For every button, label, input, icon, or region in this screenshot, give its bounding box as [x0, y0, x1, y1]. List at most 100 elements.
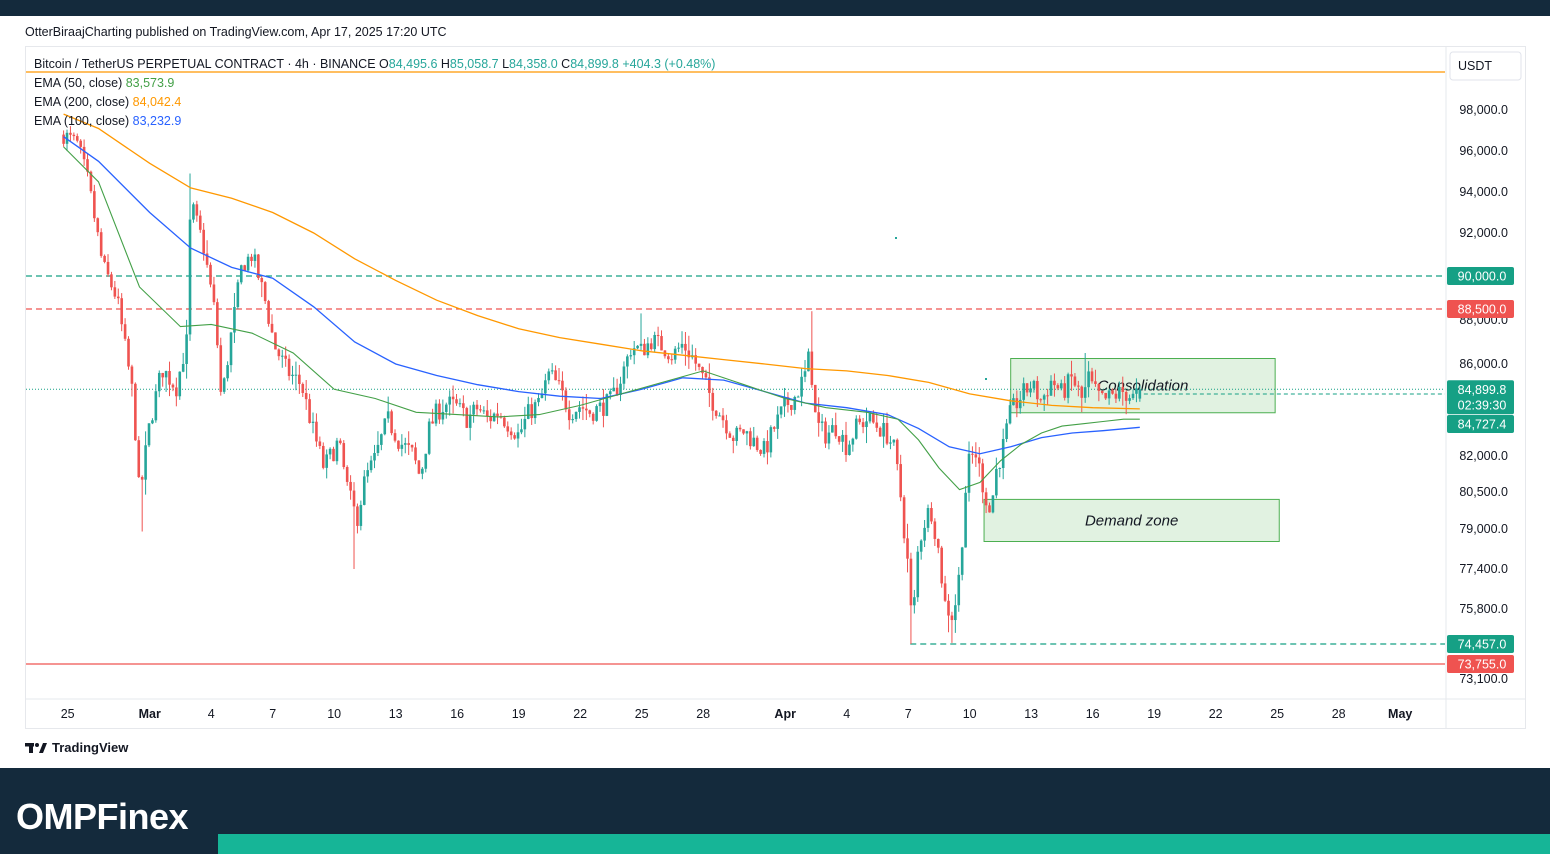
- ema-legend-value: 83,232.9: [133, 114, 182, 128]
- footer-accent-bar: [218, 834, 1550, 854]
- candle-body: [161, 372, 164, 378]
- x-tick-label: 22: [1209, 707, 1223, 721]
- candle-body: [660, 336, 663, 351]
- candle-body: [899, 464, 902, 498]
- candle-body: [86, 159, 89, 172]
- x-tick-label: May: [1388, 707, 1412, 721]
- x-tick-label: 25: [61, 707, 75, 721]
- x-tick-label: 13: [1024, 707, 1038, 721]
- candle-body: [766, 441, 769, 453]
- candle-body: [335, 440, 339, 462]
- candle-body: [643, 343, 646, 356]
- candle-body: [503, 417, 506, 427]
- candle-body: [140, 477, 144, 480]
- candle-body: [868, 413, 872, 422]
- candle-body: [1063, 383, 1066, 398]
- candle-body: [513, 435, 516, 439]
- candle-body: [110, 274, 113, 288]
- candle-body: [701, 366, 704, 374]
- candle-body: [386, 411, 390, 419]
- candle-body: [1070, 374, 1073, 377]
- candle-body: [1049, 380, 1053, 396]
- x-tick-label: 16: [1086, 707, 1100, 721]
- ohlc-l-label: L: [502, 57, 509, 71]
- candle-body: [506, 426, 510, 432]
- candle-body: [246, 256, 250, 271]
- candle-body: [759, 449, 762, 454]
- candle-body: [913, 597, 916, 606]
- candle-body: [1083, 387, 1087, 398]
- candle-body: [923, 527, 926, 541]
- candle-body: [977, 457, 981, 464]
- candle-body: [752, 437, 756, 447]
- candle-body: [421, 468, 424, 474]
- candle-body: [1008, 405, 1012, 424]
- ohlc-change: +404.3 (+0.48%): [622, 57, 715, 71]
- candle-body: [468, 414, 472, 428]
- tradingview-logo-icon: [25, 742, 47, 753]
- x-tick-label: 22: [573, 707, 587, 721]
- candle-body: [725, 420, 728, 434]
- candle-body: [550, 370, 554, 372]
- candle-body: [930, 508, 933, 522]
- zone-label: Demand zone: [1085, 512, 1178, 529]
- candle-body: [1066, 374, 1070, 398]
- candle-body: [226, 365, 229, 379]
- candle-body: [817, 412, 820, 423]
- candle-body: [571, 419, 574, 421]
- candle-body: [260, 278, 264, 283]
- candle-body: [694, 355, 697, 364]
- candles-group: [62, 126, 1142, 644]
- candle-body: [472, 404, 475, 415]
- candle-body: [444, 404, 448, 412]
- ema-legend-row: EMA (50, close) 83,573.9: [34, 76, 174, 90]
- candle-body: [841, 434, 844, 442]
- candle-body: [971, 453, 974, 455]
- candle-body: [557, 380, 561, 382]
- candle-body: [796, 396, 800, 398]
- chart-legend: Bitcoin / TetherUS PERPETUAL CONTRACT · …: [34, 57, 715, 128]
- candle-body: [154, 391, 158, 421]
- candle-body: [639, 343, 643, 346]
- candle-body: [882, 422, 885, 437]
- candle-body: [116, 296, 120, 299]
- candle-body: [134, 383, 137, 441]
- candle-body: [332, 448, 335, 462]
- candle-body: [619, 383, 622, 395]
- candle-body: [270, 323, 274, 333]
- candle-body: [147, 423, 151, 446]
- symbol-legend: Bitcoin / TetherUS PERPETUAL CONTRACT · …: [34, 57, 715, 71]
- candle-body: [745, 431, 749, 434]
- candle-body: [93, 191, 96, 219]
- candle-body: [954, 605, 957, 621]
- candle-body: [284, 355, 287, 359]
- ema-50-line: [63, 146, 1140, 491]
- candle-body: [1124, 391, 1128, 401]
- candle-body: [738, 427, 742, 430]
- chart-frame: Consolidation Demand zone 98,000.0 96,000.0…: [25, 46, 1526, 729]
- candle-body: [1015, 398, 1019, 409]
- x-tick-label: Apr: [774, 707, 796, 721]
- candle-body: [834, 425, 838, 437]
- candle-body: [803, 371, 807, 377]
- x-tick-label: 4: [208, 707, 215, 721]
- candle-body: [960, 547, 964, 575]
- candle-body: [239, 265, 243, 283]
- y-tick-label: 80,500.0: [1459, 485, 1508, 499]
- candle-body: [181, 363, 185, 372]
- candle-body: [530, 404, 533, 419]
- candle-body: [776, 414, 779, 429]
- candle-body: [438, 403, 441, 420]
- candle-body: [359, 504, 363, 526]
- candle-body: [943, 583, 947, 601]
- candle-body: [202, 229, 205, 254]
- candle-body: [878, 427, 882, 437]
- candle-body: [995, 468, 998, 496]
- candle-body: [185, 334, 188, 364]
- candle-body: [957, 574, 961, 606]
- candle-body: [287, 358, 291, 377]
- candle-body: [1042, 395, 1046, 400]
- candle-body: [127, 338, 130, 367]
- candlestick-chart[interactable]: Consolidation Demand zone 98,000.0 96,000.0…: [26, 47, 1525, 728]
- candle-body: [824, 421, 827, 444]
